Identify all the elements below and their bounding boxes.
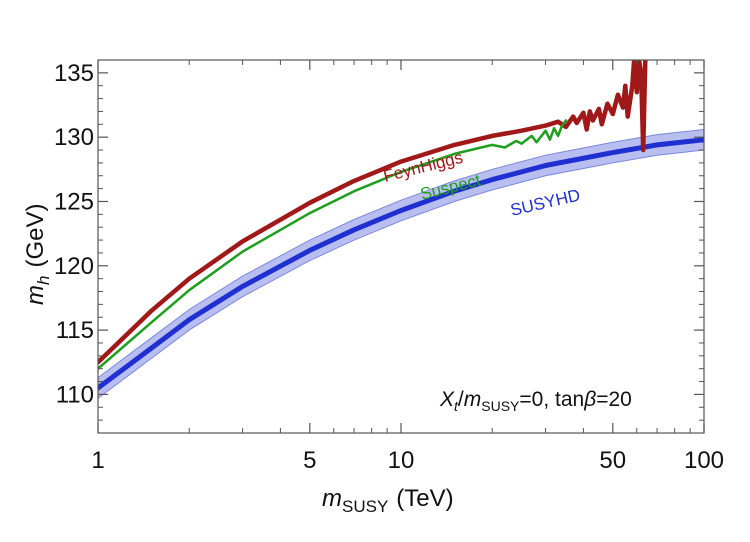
y-tick-label: 125 [54, 188, 94, 215]
x-tick-label: 10 [388, 447, 415, 474]
x-tick-label: 1 [91, 447, 104, 474]
y-tick-label: 115 [56, 317, 94, 344]
x-tick-label: 100 [684, 447, 724, 474]
annotation-parameters: Xt/mSUSY=0, tanβ=20 [439, 388, 632, 414]
y-axis-title: mh(GeV) [22, 204, 53, 305]
y-tick-label: 130 [54, 124, 94, 151]
series-line-feynhiggs [98, 60, 648, 365]
label-susyhd: SUSYHD [509, 185, 582, 219]
susyhd-uncertainty-band [98, 128, 704, 399]
x-axis-title: mSUSY (TeV) [322, 485, 454, 516]
y-tick-label: 120 [54, 253, 94, 280]
x-tick-label: 50 [599, 447, 626, 474]
series-line-susyhd [98, 137, 704, 391]
x-tick-label: 5 [303, 447, 316, 474]
series-line-suspect [98, 119, 568, 370]
y-tick-label: 110 [56, 381, 94, 408]
y-tick-label: 135 [54, 60, 94, 87]
